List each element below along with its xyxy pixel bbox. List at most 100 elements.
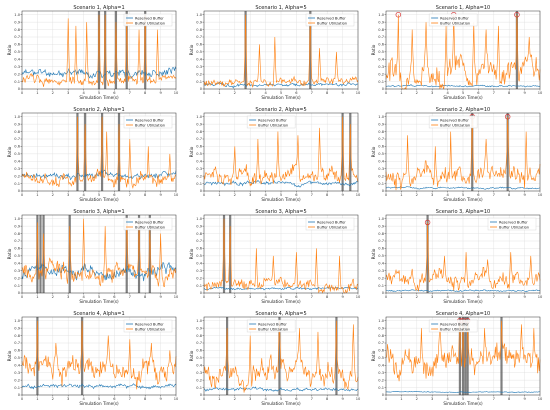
y-tick-label: 0.8 [196,232,202,236]
x-tick-label: 5 [280,295,282,299]
legend-label: Buffer Utilization [440,123,470,127]
x-tick-label: 0 [203,91,206,95]
y-tick-label: 0 [382,291,385,295]
subplot: Scenario 2, Alpha=10 0 1 2 3 4 5 6 7 8 9 10 0 0.1 0.2 0… [371,107,543,202]
y-tick-label: 0 [382,393,385,397]
x-axis-label: Simulation Time(s) [79,299,119,304]
x-tick-label: 1 [36,397,38,401]
y-tick-label: 0.5 [196,50,202,54]
x-tick-label: 1 [400,91,402,95]
x-tick-label: 8 [326,193,329,197]
y-tick-label: 0.6 [378,247,384,251]
legend-box [428,115,478,129]
x-tick-label: 1 [400,295,402,299]
y-tick-label: 0.9 [14,326,20,330]
x-tick-label: 7 [311,397,313,401]
legend-box [246,115,296,129]
series-line [385,116,541,191]
peak-marker [395,12,402,18]
legend-label: Buffer Utilization [317,21,347,25]
series-line [385,391,541,394]
x-tick-label: 0 [21,193,24,197]
x-tick-label: 7 [493,193,495,197]
y-tick-label: 0.5 [196,356,202,360]
series-line [385,84,541,88]
subplot-title: Scenario 4, Alpha=5 [255,311,306,317]
legend-label: Reserved Buffer [317,16,346,20]
y-tick-label: 1.0 [196,115,202,119]
subplot: Scenario 3, Alpha=5 0 1 2 3 4 5 6 7 8 9 10 0 0.1 0.2 0.… [189,209,361,304]
y-tick-label: 0.6 [378,349,384,353]
event-band [114,11,118,89]
legend-box [487,217,537,231]
event-band [464,317,467,395]
y-tick-label: 0 [18,87,21,91]
subplot-title: Scenario 2, Alpha=5 [255,107,306,113]
y-tick-label: 0.8 [378,28,384,32]
y-tick-label: 0.2 [196,174,202,178]
y-tick-label: 0.4 [14,159,20,163]
y-tick-label: 0.4 [14,363,20,367]
y-tick-label: 0.2 [378,378,384,382]
x-tick-label: 1 [218,91,220,95]
y-tick-label: 0.7 [14,35,20,39]
event-band [458,317,462,395]
x-axis-label: Simulation Time(s) [443,95,483,100]
y-tick-label: 0.5 [196,152,202,156]
y-tick-label: 0.8 [14,28,20,32]
y-tick-label: 0.8 [14,232,20,236]
x-tick-label: 8 [144,397,147,401]
x-tick-label: 10 [356,295,361,299]
y-tick-label: 0 [18,189,21,193]
event-band [42,215,45,293]
y-axis-label: Ratio [189,248,194,259]
x-tick-label: 4 [446,397,449,401]
x-tick-label: 5 [98,193,100,197]
x-tick-label: 2 [234,91,236,95]
event-band [335,317,338,395]
x-tick-label: 2 [52,295,54,299]
x-tick-label: 10 [538,91,543,95]
x-tick-label: 3 [431,397,433,401]
y-tick-label: 0.5 [378,50,384,54]
x-tick-label: 7 [129,193,131,197]
subplot-title: Scenario 1, Alpha=1 [73,5,124,11]
series-line [203,218,359,294]
x-tick-label: 10 [356,91,361,95]
x-axis-label: Simulation Time(s) [261,197,301,202]
y-tick-label: 0.7 [378,137,384,141]
x-tick-label: 10 [538,295,543,299]
y-tick-label: 1.0 [378,217,384,221]
x-tick-label: 1 [400,193,402,197]
x-tick-label: 5 [98,397,100,401]
subplot: Scenario 4, Alpha=5 0 1 2 3 4 5 6 7 8 9 10 0 0.1 0.2 0.… [189,311,361,406]
y-axis-label: Ratio [371,44,376,55]
series-line [385,289,541,293]
x-tick-label: 5 [280,397,282,401]
x-tick-label: 9 [159,397,162,401]
y-tick-label: 0.4 [378,363,384,367]
y-tick-label: 0.5 [14,254,20,258]
legend-box [428,319,478,333]
y-tick-label: 0.5 [14,152,20,156]
x-tick-label: 3 [67,193,69,197]
x-tick-label: 6 [295,397,298,401]
y-tick-label: 0.5 [196,254,202,258]
x-tick-label: 9 [159,193,162,197]
x-tick-label: 4 [446,91,449,95]
y-tick-label: 0.7 [196,239,202,243]
x-tick-label: 8 [326,397,329,401]
event-band [36,215,39,293]
x-tick-label: 6 [477,397,480,401]
legend-label: Buffer Utilization [135,123,165,127]
x-tick-label: 8 [508,91,511,95]
y-tick-label: 0.2 [196,72,202,76]
y-tick-label: 0.5 [378,152,384,156]
legend-box [246,319,296,333]
legend-label: Reserved Buffer [135,220,164,224]
